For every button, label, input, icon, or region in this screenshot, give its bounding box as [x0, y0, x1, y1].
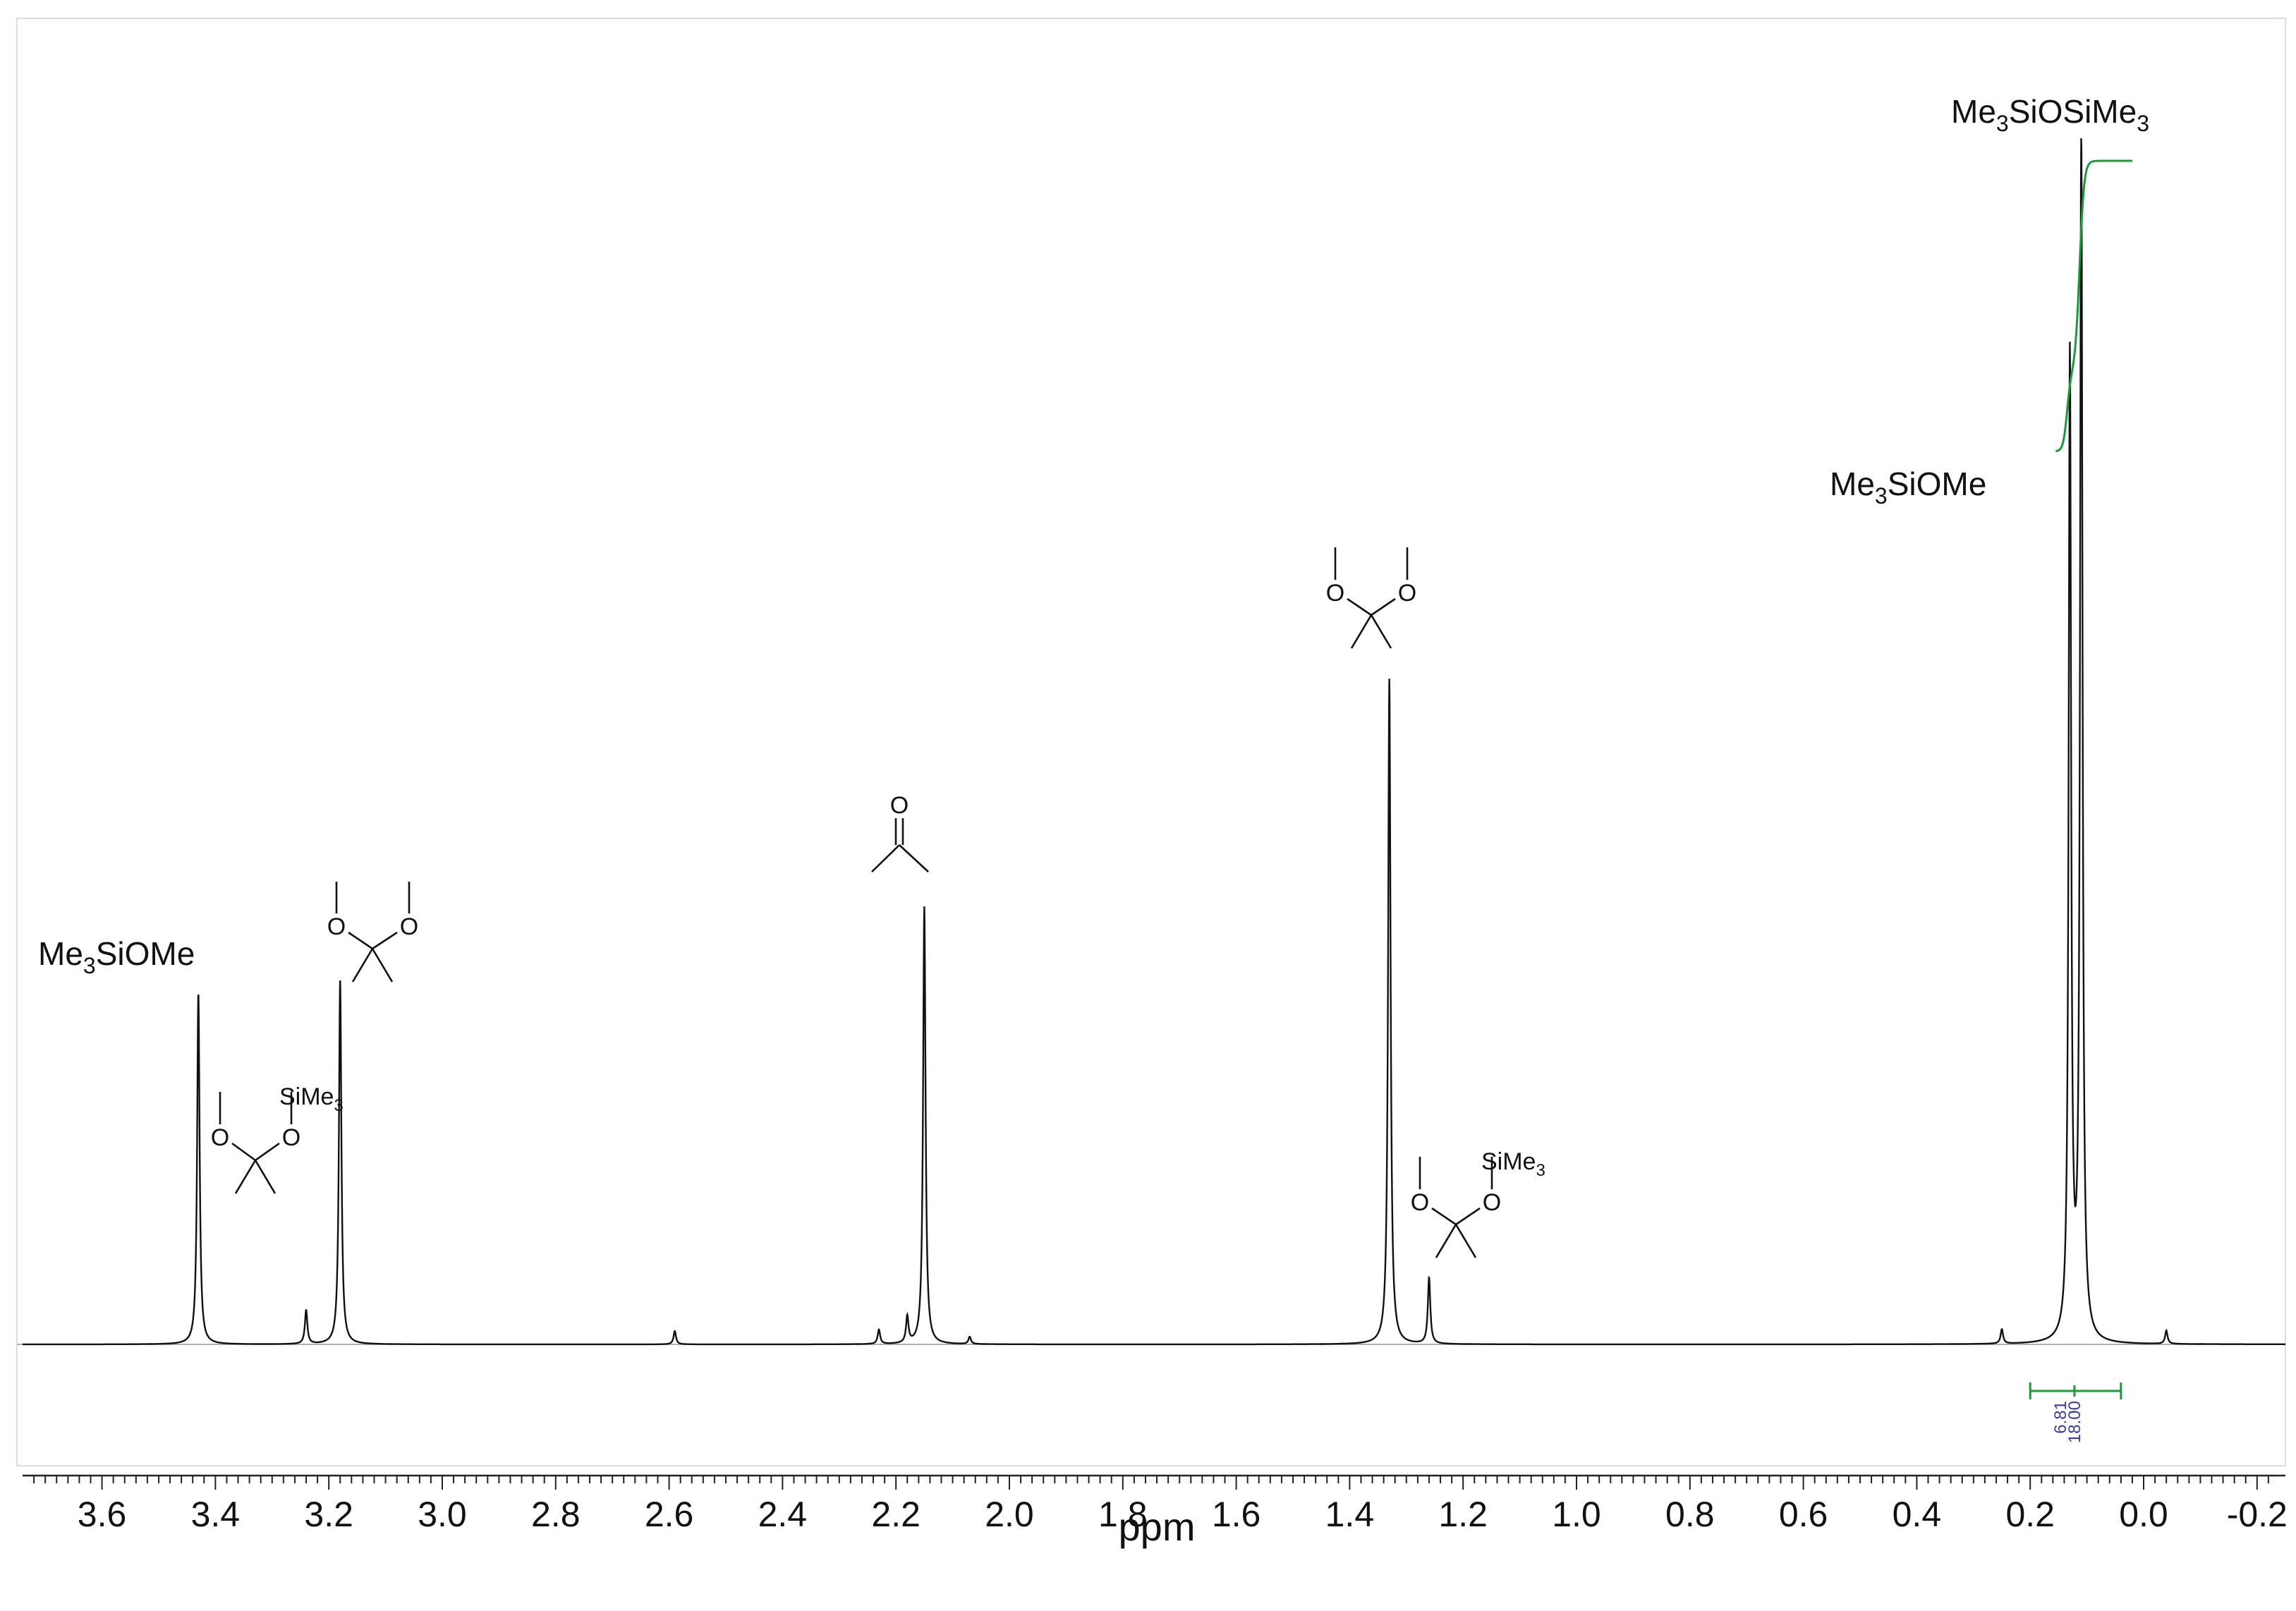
x-tick-label: 0.4	[1893, 1495, 1942, 1534]
integral-value-0: 6.81	[2051, 1401, 2070, 1434]
x-tick-label: 1.8	[1098, 1495, 1148, 1534]
spectrum-line	[23, 138, 2285, 1346]
svg-text:O: O	[1411, 1189, 1429, 1216]
annotation-me3siome-left: Me3SiOMe	[38, 935, 195, 978]
x-tick-label: 1.6	[1212, 1495, 1261, 1534]
structure-dimethoxypropane-318: O O	[327, 882, 418, 983]
spectrum-series	[23, 138, 2285, 1346]
svg-text:O: O	[1326, 580, 1344, 607]
x-tick-label: 2.6	[645, 1495, 694, 1534]
structure-mixed-ketal-126: O O SiMe3	[1411, 1148, 1545, 1258]
integral-curve	[2055, 159, 2132, 453]
annotation-hmdso: Me3SiOSiMe3	[1951, 93, 2149, 136]
x-tick-label: 0.8	[1665, 1495, 1715, 1534]
x-tick-label: -0.2	[2227, 1495, 2288, 1534]
x-axis: 3.6 3.4 3.2 3.0 2.8 2.6 2.4 2.2 2.0 1.8 1.6 1.4 1.2 1…	[23, 1474, 2288, 1534]
x-tick-label: 1.2	[1438, 1495, 1488, 1534]
x-tick-label: 2.4	[758, 1495, 808, 1534]
structure-mixed-ketal-318: O O SiMe3	[211, 1083, 344, 1194]
x-axis-title: ppm	[1119, 1504, 1196, 1549]
plot-frame	[16, 18, 2286, 1466]
svg-text:O: O	[282, 1124, 300, 1151]
svg-text:SiMe3: SiMe3	[279, 1083, 344, 1115]
structure-dimethoxypropane-133: O O	[1326, 547, 1416, 649]
svg-text:O: O	[1398, 580, 1416, 607]
x-tick-label: 1.0	[1552, 1495, 1601, 1534]
x-tick-label: 2.8	[531, 1495, 581, 1534]
x-tick-label: 0.6	[1779, 1495, 1828, 1534]
x-tick-label: 1.4	[1325, 1495, 1375, 1534]
structure-acetone: O	[871, 792, 929, 873]
annotation-me3siome-right: Me3SiOMe	[1830, 466, 1986, 509]
svg-text:O: O	[890, 792, 909, 819]
x-tick-label: 2.0	[985, 1495, 1034, 1534]
svg-text:O: O	[327, 913, 346, 940]
x-tick-label: 2.2	[871, 1495, 921, 1534]
integral-value-1: 18.00	[2065, 1401, 2084, 1443]
svg-text:O: O	[1483, 1189, 1501, 1216]
x-tick-label: 0.0	[2119, 1495, 2168, 1534]
x-tick-label: 3.6	[78, 1495, 127, 1534]
x-tick-label: 0.2	[2005, 1495, 2055, 1534]
x-tick-label: 3.2	[304, 1495, 353, 1534]
svg-text:SiMe3: SiMe3	[1481, 1148, 1545, 1180]
svg-text:O: O	[400, 913, 418, 940]
svg-text:O: O	[211, 1124, 229, 1151]
x-tick-label: 3.4	[191, 1495, 241, 1534]
x-tick-label: 3.0	[418, 1495, 467, 1534]
